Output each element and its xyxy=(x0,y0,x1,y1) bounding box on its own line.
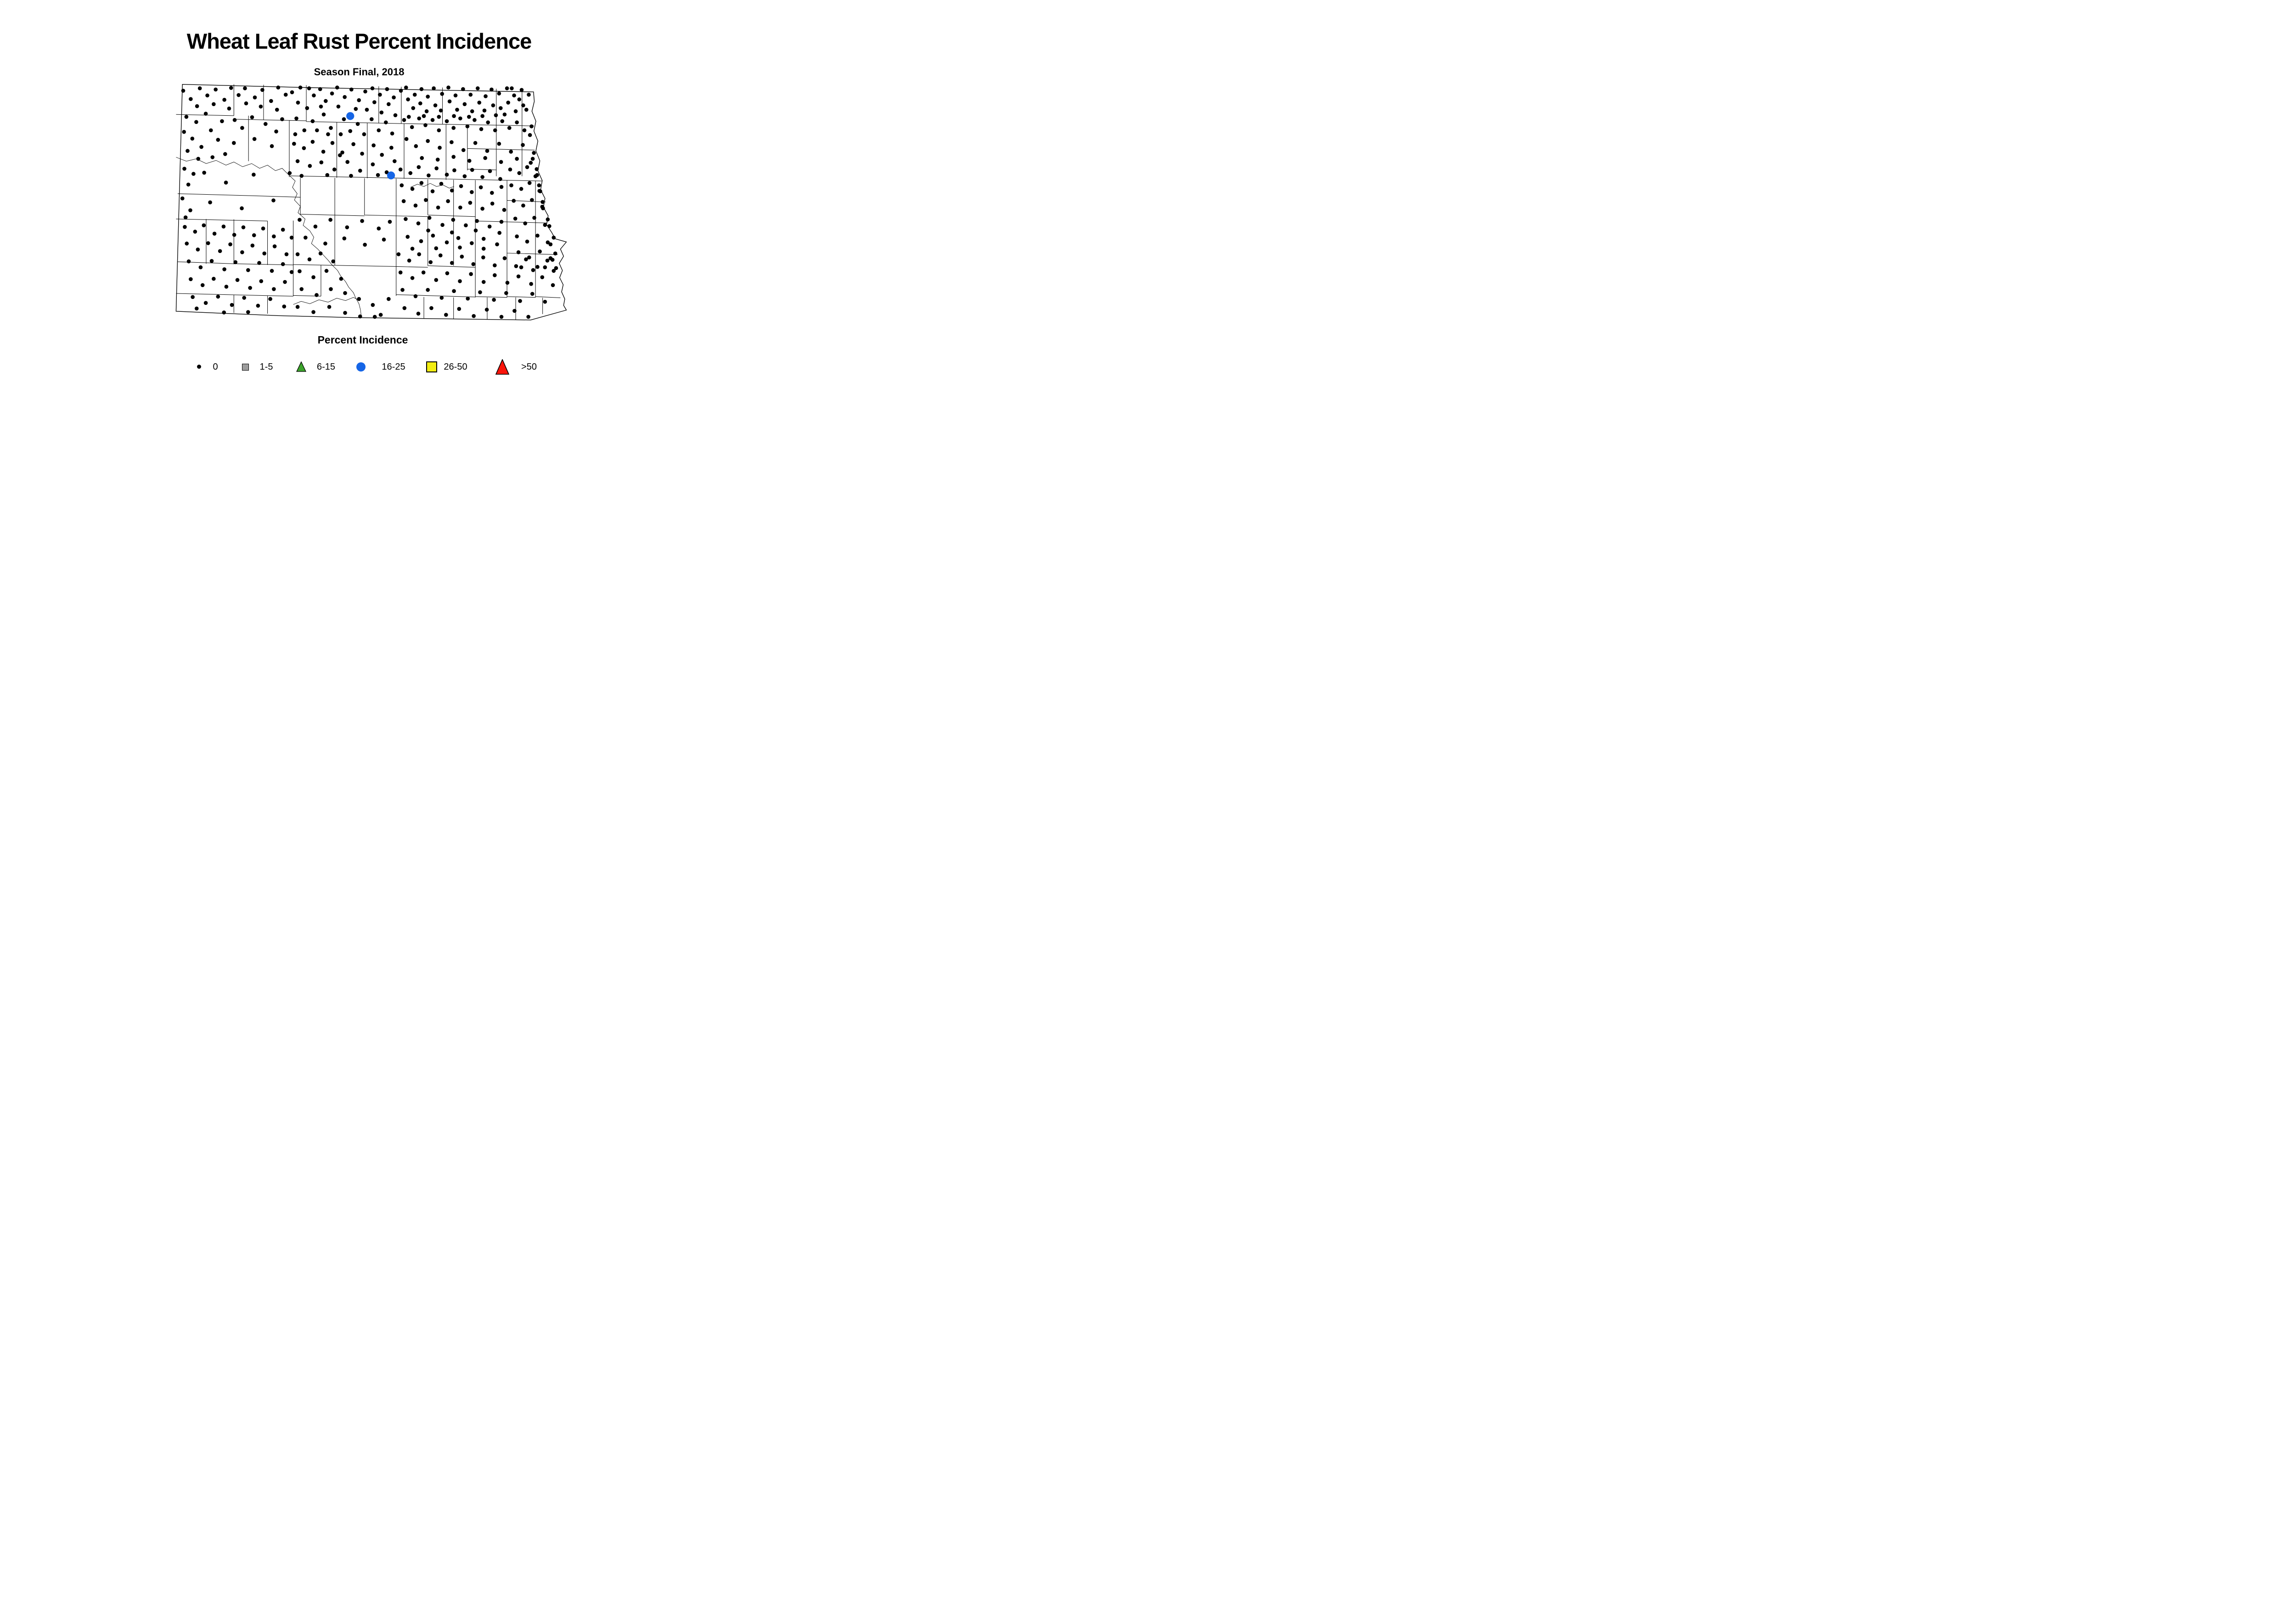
legend-label-4: 26-50 xyxy=(444,362,467,372)
green-triangle-icon xyxy=(296,361,307,372)
legend-label-2: 6-15 xyxy=(316,362,336,372)
legend-symbol-3 xyxy=(356,362,366,372)
legend-label-5: >50 xyxy=(521,362,537,372)
legend-label-1: 1-5 xyxy=(259,362,273,372)
legend-symbol-0 xyxy=(197,365,201,369)
legend-symbol-1 xyxy=(242,364,249,371)
map-svg xyxy=(175,84,567,321)
wheat-leaf-rust-map-page: Wheat Leaf Rust Percent Incidence Season… xyxy=(0,0,764,403)
legend-label-3: 16-25 xyxy=(382,362,405,372)
legend-title: Percent Incidence xyxy=(317,334,408,346)
legend-symbol-5 xyxy=(495,359,510,377)
page-subtitle: Season Final, 2018 xyxy=(314,66,405,78)
page-title: Wheat Leaf Rust Percent Incidence xyxy=(186,29,532,53)
state-border xyxy=(175,84,567,321)
legend-label-0: 0 xyxy=(213,362,218,372)
river-lines xyxy=(176,157,454,317)
map-data-points xyxy=(180,85,558,319)
red-triangle-icon xyxy=(495,359,510,375)
legend-symbol-4 xyxy=(426,361,437,372)
legend-symbol-2 xyxy=(296,361,307,374)
north-dakota-map xyxy=(174,84,570,325)
